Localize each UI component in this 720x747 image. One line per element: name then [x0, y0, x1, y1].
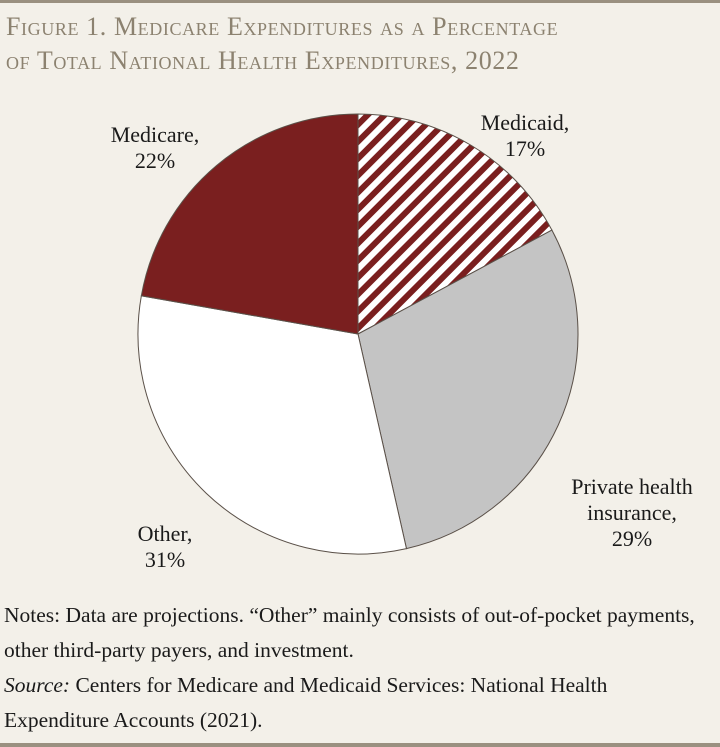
source-note: Source: Centers for Medicare and Medicai… — [4, 668, 716, 738]
slice-label-medicare-2: 22% — [135, 148, 175, 173]
slice-label-private-health-insurance-3: 29% — [612, 526, 652, 551]
source-text: Centers for Medicare and Medicaid Servic… — [4, 673, 608, 732]
slice-label-medicaid-1: Medicaid, — [481, 110, 570, 135]
slice-label-medicare-1: Medicare, — [111, 122, 200, 147]
bottom-rule — [0, 743, 720, 747]
slice-label-other-2: 31% — [145, 547, 185, 572]
pie-slice-private-health-insurance — [357, 229, 579, 550]
figure-title: Figure 1. Medicare Expenditures as a Per… — [6, 10, 711, 78]
slice-label-private-health-insurance-2: insurance, — [587, 500, 677, 525]
source-label: Source: — [4, 673, 71, 697]
pie-slice-other — [137, 295, 408, 555]
top-rule — [0, 0, 720, 3]
figure-title-line1: Figure 1. Medicare Expenditures as a Per… — [6, 12, 559, 41]
slice-label-other-1: Other, — [138, 521, 193, 546]
pie-slices — [137, 113, 579, 555]
slice-label-private-health-insurance-1: Private health — [571, 474, 693, 499]
pie-slice-medicare — [140, 113, 359, 335]
notes-text: Notes: Data are projections. “Other” mai… — [4, 603, 695, 662]
slice-label-medicaid-2: 17% — [505, 136, 545, 161]
figure-title-line2: of Total National Health Expenditures, 2… — [6, 46, 520, 75]
notes: Notes: Data are projections. “Other” mai… — [4, 598, 716, 738]
pie-slice-medicaid — [357, 113, 553, 335]
